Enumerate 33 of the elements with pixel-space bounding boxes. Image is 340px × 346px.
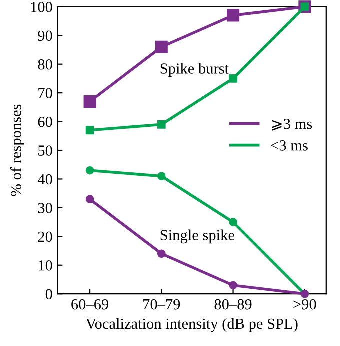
y-tick-label: 0 bbox=[46, 289, 52, 300]
y-tick-label: 60 bbox=[38, 116, 52, 128]
x-tick-label: 70–79 bbox=[144, 299, 180, 310]
y-tick-label: 40 bbox=[38, 174, 52, 185]
legend-label: <3 ms bbox=[271, 140, 308, 151]
annotation: Single spike bbox=[160, 230, 234, 244]
point bbox=[86, 195, 94, 204]
y-tick-label: 90 bbox=[38, 30, 52, 42]
y-tick-label: 20 bbox=[38, 232, 52, 242]
point bbox=[157, 250, 166, 258]
y-tick-label: 50 bbox=[38, 146, 52, 156]
x-tick-label: 80–89 bbox=[214, 299, 252, 310]
y-tick-label: 30 bbox=[38, 203, 52, 214]
x-tick-label: >90 bbox=[294, 299, 316, 310]
point bbox=[157, 120, 166, 129]
point bbox=[227, 9, 240, 22]
y-axis-title: % of responses bbox=[10, 104, 24, 196]
point bbox=[155, 40, 168, 54]
y-tick-label: 80 bbox=[38, 59, 52, 70]
annotation: Spike burst bbox=[160, 63, 229, 78]
x-tick-label: 60–69 bbox=[72, 299, 109, 310]
y-tick-label: 10 bbox=[39, 260, 52, 271]
point bbox=[157, 172, 166, 181]
point bbox=[229, 218, 238, 226]
point bbox=[229, 74, 238, 83]
y-tick-label: 70 bbox=[38, 88, 52, 99]
point bbox=[86, 166, 94, 175]
point bbox=[86, 126, 94, 135]
point bbox=[229, 281, 238, 290]
x-axis-title: Vocalization intensity (dB pe SPL) bbox=[86, 318, 298, 332]
legend-label: ⩾3 ms bbox=[272, 118, 312, 131]
point bbox=[84, 95, 96, 108]
y-tick-label: 100 bbox=[31, 2, 52, 12]
